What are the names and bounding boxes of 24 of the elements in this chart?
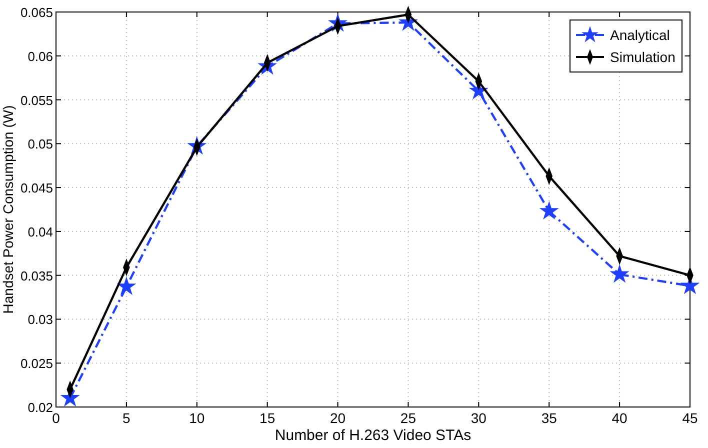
x-tick-label: 35 (541, 410, 558, 426)
x-tick-label: 5 (122, 410, 131, 426)
legend-label: Simulation (610, 49, 676, 65)
x-tick-label: 25 (400, 410, 416, 426)
legend-label: Analytical (610, 27, 670, 43)
x-tick-label: 0 (52, 410, 60, 426)
x-tick-label: 10 (189, 410, 205, 426)
y-tick-label: 0.05 (28, 136, 53, 152)
y-tick-label: 0.045 (20, 180, 53, 196)
y-tick-label: 0.055 (20, 92, 53, 108)
x-tick-label: 45 (682, 410, 698, 426)
y-tick-label: 0.035 (20, 268, 53, 284)
y-tick-label: 0.025 (20, 356, 53, 372)
y-tick-label: 0.02 (28, 400, 53, 415)
y-tick-label: 0.065 (20, 5, 53, 20)
x-tick-label: 30 (470, 410, 487, 426)
y-axis-title: Handset Power Consumption (W) (0, 105, 16, 314)
y-tick-label: 0.06 (28, 48, 53, 64)
x-tick-label: 20 (330, 410, 346, 426)
y-tick-label: 0.04 (28, 224, 53, 240)
x-tick-label: 15 (260, 410, 276, 426)
x-tick-label: 40 (612, 410, 628, 426)
x-axis-title: Number of H.263 Video STAs (274, 427, 472, 444)
y-tick-label: 0.03 (28, 312, 53, 328)
